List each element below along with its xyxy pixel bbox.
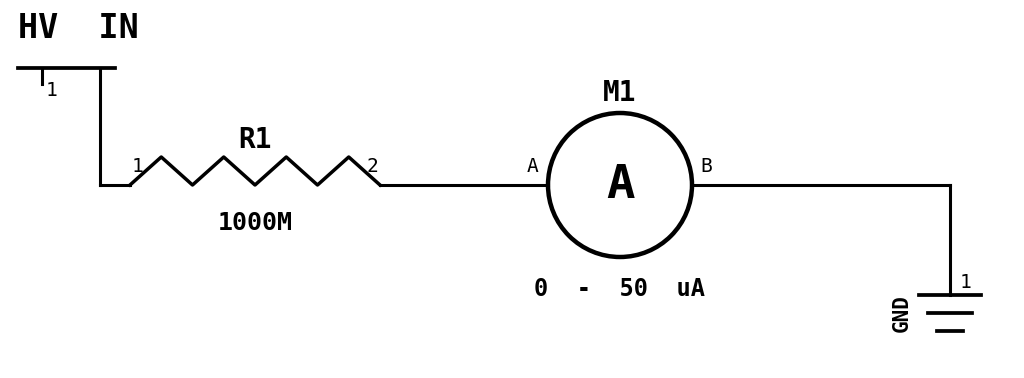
Text: GND: GND <box>892 294 912 332</box>
Text: M1: M1 <box>603 79 637 107</box>
Text: HV  IN: HV IN <box>18 11 138 45</box>
Text: A: A <box>526 158 538 177</box>
Text: R1: R1 <box>239 126 271 154</box>
Text: 2: 2 <box>367 158 378 177</box>
Text: 1000M: 1000M <box>217 211 293 235</box>
Text: 1: 1 <box>132 158 143 177</box>
Text: 1: 1 <box>961 274 972 293</box>
Text: A: A <box>606 163 634 208</box>
Text: 1: 1 <box>46 81 57 99</box>
Text: B: B <box>700 158 712 177</box>
Text: 0  -  50  uA: 0 - 50 uA <box>535 277 706 301</box>
